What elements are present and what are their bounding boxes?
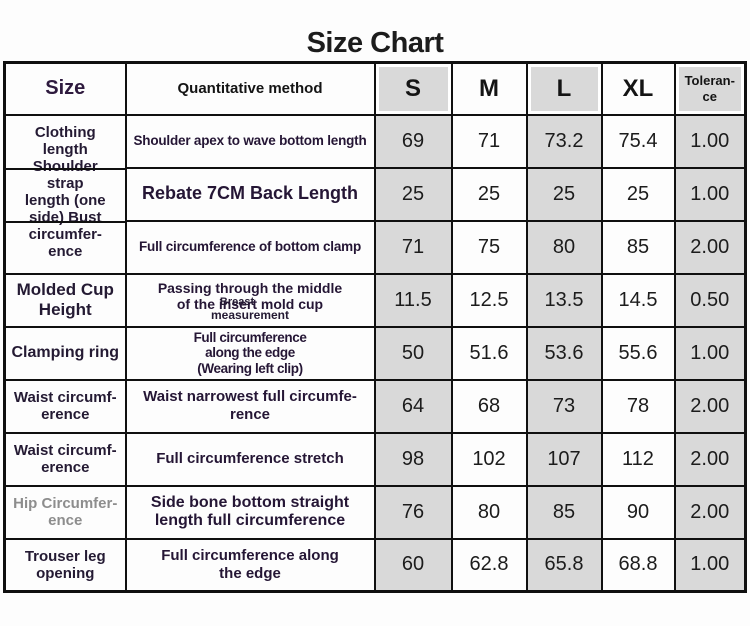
overlapping-note: measurement [210,307,290,322]
method-cell: Shoulder apex to wave bottom length [124,113,376,169]
value-cell-l: 13.5 [525,272,603,328]
tolerance-cell: 2.00 [673,431,747,487]
method-cell: Full circumference stretch [124,431,376,487]
value-cell-m: 25 [450,166,528,222]
value-cell-m: 68 [450,378,528,434]
value-cell-xl: 78 [600,378,676,434]
size-chart-table: Size Quantitative method S M L XL Tolera… [3,61,747,593]
value-cell-l: 80 [525,219,603,275]
value-cell-s: 69 [373,113,453,169]
row-label: Clamping ring [3,325,127,381]
column-header-s: S [373,61,453,116]
value-cell-l: 25 [525,166,603,222]
value-cell-m: 51.6 [450,325,528,381]
table-row: Full circumference of bottom clamp 71 75… [5,219,747,275]
method-cell: Passing through the middle of the insert… [124,272,376,328]
column-header-xl: XL [600,61,676,116]
table-row: Waist circumf- erence Full circumference… [3,431,747,487]
column-header-m: M [450,61,528,116]
value-cell-m: 75 [450,219,528,275]
value-cell-l: 65.8 [525,537,603,593]
table-row: Clamping ring Full circumference along t… [3,325,747,381]
tolerance-cell: 1.00 [673,537,747,593]
value-cell-xl: 75.4 [600,113,676,169]
value-cell-l: 73.2 [525,113,603,169]
method-cell: Rebate 7CM Back Length [124,166,376,222]
method-cell: Full circumference along the edge [124,537,376,593]
row-label-text: Clothing length Shoulder strap length (o… [24,123,106,260]
value-cell-m: 102 [450,431,528,487]
table-row: Trouser leg opening Full circumference a… [3,537,747,593]
value-cell-m: 71 [450,113,528,169]
column-header-l: L [525,61,603,116]
value-cell-xl: 14.5 [600,272,676,328]
value-cell-xl: 55.6 [600,325,676,381]
overlapping-text: Breast [219,295,255,308]
table-row: Hip Circumfer- ence Side bone bottom str… [3,484,747,540]
table-row: Rebate 7CM Back Length 25 25 25 25 1.00 [5,166,747,222]
row-label: Molded Cup Height [3,272,127,328]
value-cell-s: 98 [373,431,453,487]
page-title: Size Chart [306,27,444,59]
tolerance-cell: 0.50 [673,272,747,328]
table-row: Clothing length Shoulder strap length (o… [3,113,747,275]
value-cell-s: 60 [373,537,453,593]
value-cell-s: 71 [373,219,453,275]
tolerance-cell: 2.00 [673,378,747,434]
row-label: Trouser leg opening [3,537,127,593]
value-cell-s: 76 [373,484,453,540]
tolerance-cell: 1.00 [673,325,747,381]
value-cell-l: 73 [525,378,603,434]
value-cell-xl: 112 [600,431,676,487]
value-cell-m: 62.8 [450,537,528,593]
value-cell-l: 85 [525,484,603,540]
value-cell-s: 50 [373,325,453,381]
value-cell-s: 25 [373,166,453,222]
column-header-size: Size [3,61,127,116]
row-label: Hip Circumfer- ence [3,484,127,540]
value-cell-l: 107 [525,431,603,487]
method-cell: Waist narrowest full circumfe- rence [124,378,376,434]
value-cell-s: 64 [373,378,453,434]
value-cell-xl: 85 [600,219,676,275]
table-row: Waist circumf- erence Waist narrowest fu… [3,378,747,434]
value-cell-xl: 68.8 [600,537,676,593]
row-label: Waist circumf- erence [3,378,127,434]
table-row: Molded Cup Height Passing through the mi… [3,272,747,328]
row-label-composite: Clothing length Shoulder strap length (o… [3,113,127,275]
value-cell-s: 11.5 [373,272,453,328]
method-cell: Full circumference along the edge (Weari… [124,325,376,381]
method-cell: Side bone bottom straight length full ci… [124,484,376,540]
tolerance-cell: 1.00 [673,113,747,169]
value-cell-xl: 25 [600,166,676,222]
tolerance-cell: 2.00 [673,484,747,540]
value-cell-l: 53.6 [525,325,603,381]
tolerance-cell: 2.00 [673,219,747,275]
column-header-method: Quantitative method [124,61,376,116]
method-cell: Full circumference of bottom clamp [124,219,376,275]
method-text: Passing through the middle of the insert… [157,279,343,313]
row-divider-line [6,220,124,223]
row-label: Waist circumf- erence [3,431,127,487]
value-cell-m: 12.5 [450,272,528,328]
header-row: Size Quantitative method S M L XL Tolera… [3,61,747,116]
value-cell-xl: 90 [600,484,676,540]
column-header-tolerance: Toleran- ce [673,61,747,116]
value-cell-m: 80 [450,484,528,540]
tolerance-cell: 1.00 [673,166,747,222]
row-divider-line [6,167,124,170]
